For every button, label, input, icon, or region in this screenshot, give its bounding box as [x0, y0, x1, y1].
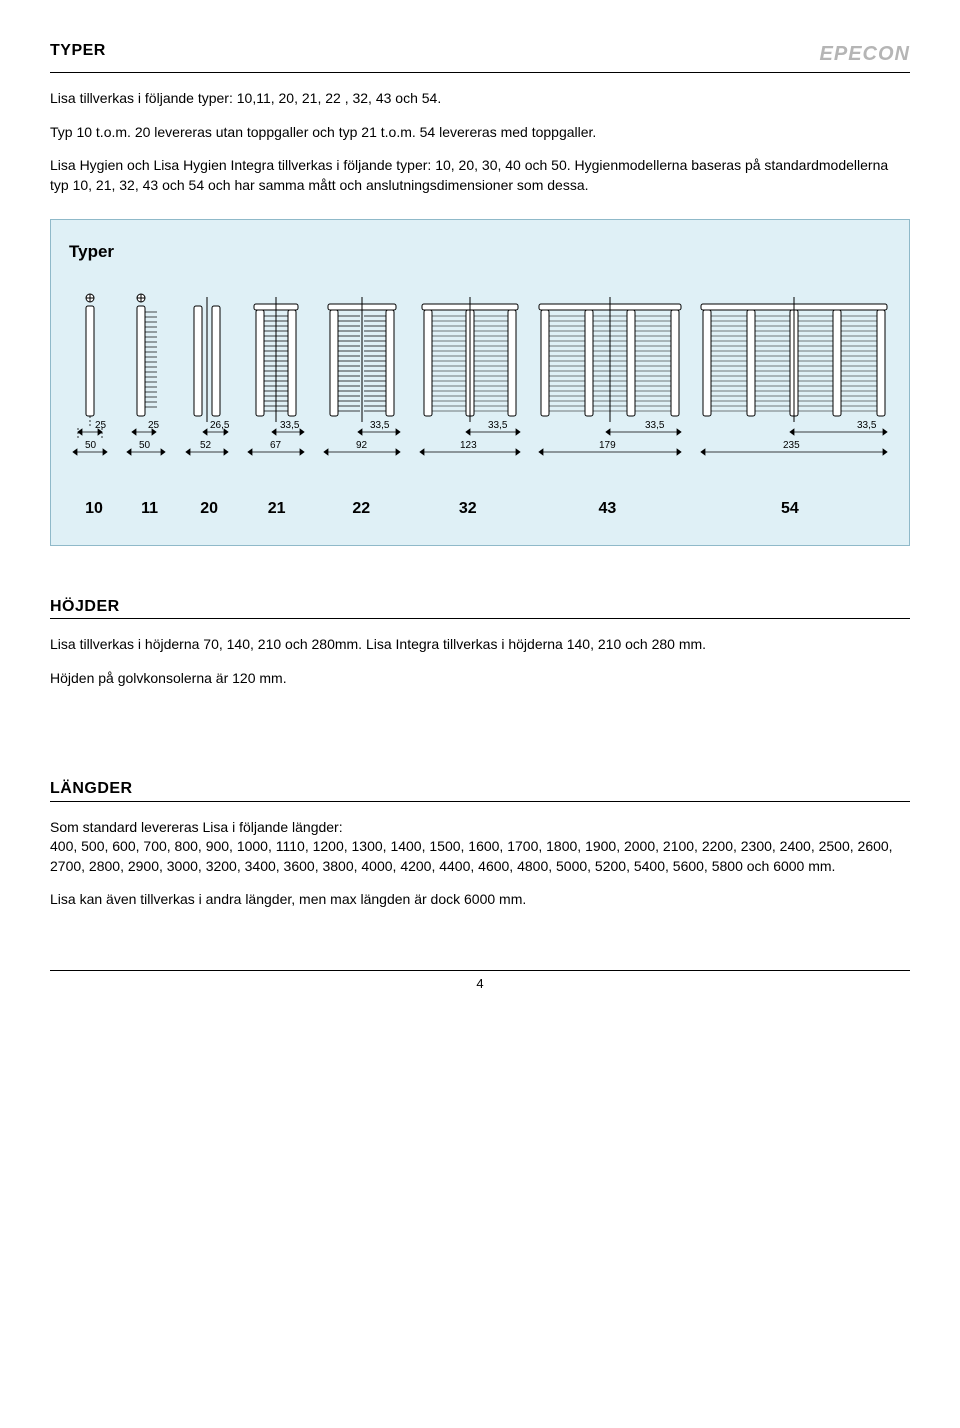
- profile-54: 33,5 235: [697, 292, 891, 462]
- type-number: 21: [245, 498, 309, 520]
- langder-paragraph-2: 400, 500, 600, 700, 800, 900, 1000, 1110…: [50, 837, 910, 876]
- type-number: 43: [532, 498, 682, 520]
- type-number: 10: [73, 498, 115, 520]
- svg-text:50: 50: [85, 440, 97, 451]
- type-number: 32: [414, 498, 522, 520]
- svg-text:25: 25: [95, 420, 107, 431]
- svg-text:235: 235: [783, 440, 800, 451]
- profile-11: 25 50: [123, 292, 171, 462]
- svg-text:179: 179: [599, 440, 616, 451]
- type-number: 11: [126, 498, 174, 520]
- type-numbers-row: 10 11 20 21 22 32 43 54: [69, 498, 891, 520]
- brand-logo: EPECON: [820, 40, 910, 68]
- section-title-hojder: HÖJDER: [50, 596, 910, 618]
- svg-text:33,5: 33,5: [645, 420, 665, 431]
- profile-22: 33,5 92: [320, 292, 404, 462]
- footer-divider: [50, 970, 910, 971]
- profile-20: 26,5 52: [182, 292, 232, 462]
- divider: [50, 72, 910, 73]
- profile-32: 33,5 123: [416, 292, 524, 462]
- divider: [50, 618, 910, 619]
- profile-21: 33,5 67: [244, 292, 308, 462]
- typer-diagram-label: Typer: [69, 240, 891, 264]
- type-number: 22: [319, 498, 403, 520]
- svg-text:33,5: 33,5: [857, 420, 877, 431]
- svg-text:25: 25: [148, 420, 160, 431]
- svg-text:52: 52: [200, 440, 212, 451]
- profile-10: 25 50: [69, 292, 111, 462]
- page-number: 4: [50, 975, 910, 993]
- langder-paragraph-1: Som standard levereras Lisa i följande l…: [50, 818, 910, 838]
- typer-paragraph-1: Lisa tillverkas i följande typer: 10,11,…: [50, 89, 910, 109]
- svg-text:50: 50: [139, 440, 151, 451]
- type-number: 54: [693, 498, 887, 520]
- svg-text:26,5: 26,5: [210, 420, 230, 431]
- diagram-row: 25 50: [69, 292, 891, 462]
- svg-text:92: 92: [356, 440, 368, 451]
- typer-paragraph-2: Typ 10 t.o.m. 20 levereras utan toppgall…: [50, 123, 910, 143]
- svg-text:33,5: 33,5: [280, 420, 300, 431]
- profile-43: 33,5 179: [535, 292, 685, 462]
- section-title-typer: TYPER: [50, 40, 106, 62]
- divider: [50, 801, 910, 802]
- svg-text:33,5: 33,5: [370, 420, 390, 431]
- hojder-paragraph-2: Höjden på golvkonsolerna är 120 mm.: [50, 669, 910, 689]
- svg-text:123: 123: [460, 440, 477, 451]
- typer-paragraph-3: Lisa Hygien och Lisa Hygien Integra till…: [50, 156, 910, 195]
- hojder-paragraph-1: Lisa tillverkas i höjderna 70, 140, 210 …: [50, 635, 910, 655]
- langder-paragraph-3: Lisa kan även tillverkas i andra längder…: [50, 890, 910, 910]
- svg-text:33,5: 33,5: [488, 420, 508, 431]
- typer-diagram-box: Typer 25 50: [50, 219, 910, 545]
- type-number: 20: [184, 498, 234, 520]
- section-title-langder: LÄNGDER: [50, 778, 910, 800]
- svg-text:67: 67: [270, 440, 282, 451]
